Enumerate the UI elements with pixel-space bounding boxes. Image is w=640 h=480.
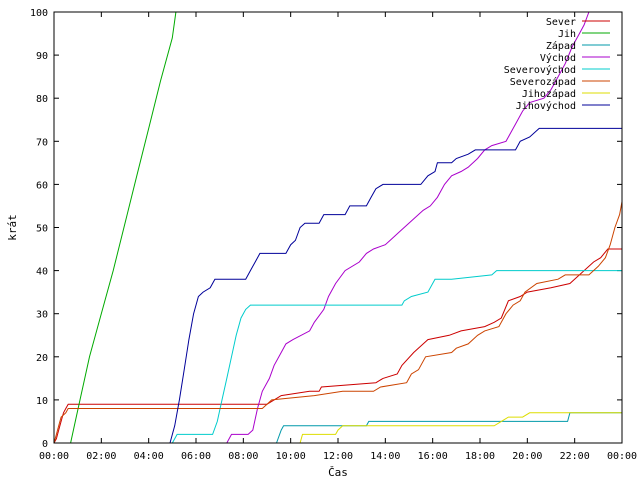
y-tick-label: 90 xyxy=(36,51,48,62)
y-tick-label: 70 xyxy=(36,137,48,148)
y-tick-label: 50 xyxy=(36,224,48,235)
x-tick-label: 04:00 xyxy=(134,451,164,462)
x-tick-label: 14:00 xyxy=(370,451,400,462)
y-tick-label: 100 xyxy=(30,8,48,19)
series-line-3 xyxy=(276,412,622,444)
x-tick-label: 02:00 xyxy=(86,451,116,462)
series-lines xyxy=(53,11,623,444)
legend-label: Jihovýchod xyxy=(516,100,576,112)
x-tick-label: 18:00 xyxy=(465,451,495,462)
x-tick-label: 08:00 xyxy=(228,451,258,462)
legend-label: Severozápad xyxy=(510,76,576,88)
x-tick-label: 20:00 xyxy=(512,451,542,462)
y-axis-label: krát xyxy=(6,214,19,241)
x-tick-label: 00:00 xyxy=(607,451,637,462)
y-tick-label: 40 xyxy=(36,267,48,278)
legend: SeverJihZápadVýchodSeverovýchodSeverozáp… xyxy=(504,17,610,112)
series-line-6 xyxy=(53,201,623,444)
series-line-1 xyxy=(53,248,622,444)
legend-label: Jih xyxy=(558,29,576,40)
y-axis-ticks: 0 10 20 30 40 50 60 70 80 90 100 xyxy=(30,8,622,450)
y-tick-label: 60 xyxy=(36,180,48,191)
x-axis-ticks: 00:00 02:00 04:00 06:00 08:00 10:00 12:00 14:00… xyxy=(39,12,637,462)
x-axis-label: Čas xyxy=(328,466,348,479)
y-tick-label: 10 xyxy=(36,396,48,407)
series-line-5 xyxy=(171,270,622,444)
series-line-4 xyxy=(226,11,590,444)
y-tick-label: 20 xyxy=(36,353,48,364)
x-tick-label: 12:00 xyxy=(323,451,353,462)
legend-label: Severovýchod xyxy=(504,64,576,76)
legend-label: Východ xyxy=(540,52,576,64)
plot-frame xyxy=(53,11,623,444)
y-tick-label: 0 xyxy=(42,439,48,450)
series-line-7 xyxy=(299,412,622,444)
x-tick-label: 10:00 xyxy=(276,451,306,462)
legend-label: Jihozápad xyxy=(522,88,576,100)
legend-label: Sever xyxy=(546,17,576,28)
x-tick-label: 06:00 xyxy=(181,451,211,462)
y-tick-label: 30 xyxy=(36,310,48,321)
x-tick-label: 22:00 xyxy=(560,451,590,462)
legend-label: Západ xyxy=(546,40,576,52)
x-tick-label: 16:00 xyxy=(418,451,448,462)
series-line-8 xyxy=(169,127,622,444)
y-tick-label: 80 xyxy=(36,94,48,105)
x-tick-label: 00:00 xyxy=(39,451,69,462)
series-line-2 xyxy=(70,11,177,444)
